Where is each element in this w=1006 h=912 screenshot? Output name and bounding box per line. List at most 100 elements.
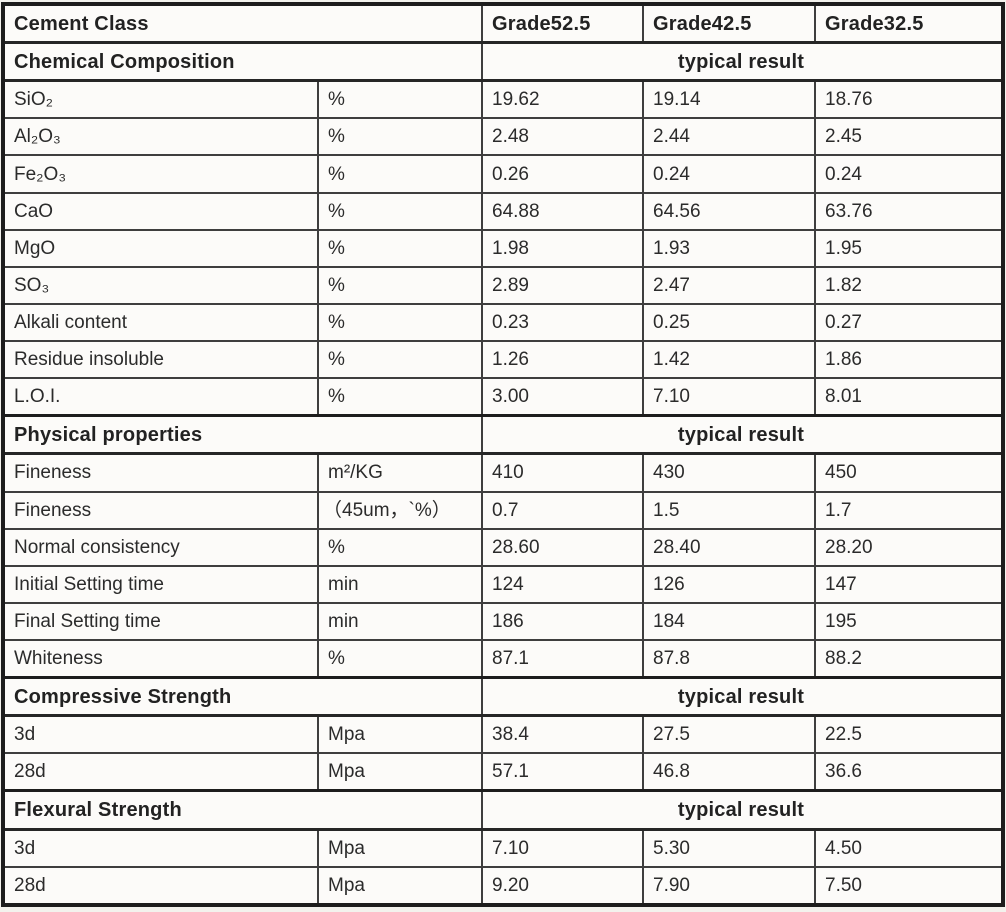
unit-cell: % (317, 302, 483, 343)
value-cell: 2.48 (481, 117, 644, 157)
property-name-cell: MgO (2, 228, 319, 268)
value-cell: 126 (642, 564, 816, 604)
unit-cell: % (317, 154, 483, 194)
value-cell: 1.95 (814, 228, 1004, 268)
value-cell: 1.82 (814, 265, 1004, 305)
unit-cell: % (317, 117, 483, 157)
data-row: Fineness m²/KG 410 430 450 (2, 452, 1004, 493)
grade-column-header: Grade42.5 (642, 2, 816, 45)
value-cell: 22.5 (814, 714, 1004, 755)
section-title-cell: Physical properties (2, 414, 483, 456)
value-cell: 5.30 (642, 828, 816, 868)
data-row: Final Setting time min 186 184 195 (2, 601, 1004, 641)
unit-cell: % (317, 377, 483, 417)
value-cell: 28.60 (481, 527, 644, 567)
value-cell: 0.25 (642, 302, 816, 343)
value-cell: 19.62 (481, 79, 644, 120)
unit-cell: Mpa (317, 828, 483, 868)
cement-class-header-cell: Cement Class (2, 2, 483, 45)
unit-cell: min (317, 601, 483, 641)
header-row: Cement Class Grade52.5 Grade42.5 Grade32… (2, 2, 1004, 45)
property-name-cell: Fineness (2, 452, 319, 493)
property-name-cell: SO₃ (2, 265, 319, 305)
value-cell: 2.47 (642, 265, 816, 305)
unit-cell: % (317, 527, 483, 567)
value-cell: 38.4 (481, 714, 644, 755)
property-name-cell: 3d (2, 714, 319, 755)
section-title-cell: Compressive Strength (2, 676, 483, 718)
value-cell: 1.5 (642, 490, 816, 530)
property-name-cell: Initial Setting time (2, 564, 319, 604)
grade-column-header: Grade32.5 (814, 2, 1004, 45)
value-cell: 0.26 (481, 154, 644, 194)
property-name-cell: Whiteness (2, 638, 319, 679)
data-row: 3d Mpa 38.4 27.5 22.5 (2, 714, 1004, 755)
unit-cell: Mpa (317, 865, 483, 907)
value-cell: 1.42 (642, 340, 816, 380)
value-cell: 2.89 (481, 265, 644, 305)
value-cell: 450 (814, 452, 1004, 493)
value-cell: 1.86 (814, 340, 1004, 380)
unit-cell: Mpa (317, 752, 483, 792)
data-row: 28d Mpa 9.20 7.90 7.50 (2, 865, 1004, 907)
section-title-cell: Flexural Strength (2, 789, 483, 831)
unit-cell: % (317, 79, 483, 120)
unit-cell: （45um，`%） (317, 490, 483, 530)
value-cell: 64.88 (481, 191, 644, 231)
unit-cell: % (317, 191, 483, 231)
value-cell: 28.20 (814, 527, 1004, 567)
property-name-cell: 28d (2, 752, 319, 792)
value-cell: 0.7 (481, 490, 644, 530)
value-cell: 63.76 (814, 191, 1004, 231)
section-title-cell: Chemical Composition (2, 41, 483, 83)
value-cell: 7.10 (481, 828, 644, 868)
data-row: 28d Mpa 57.1 46.8 36.6 (2, 752, 1004, 792)
property-name-cell: L.O.I. (2, 377, 319, 417)
value-cell: 0.27 (814, 302, 1004, 343)
property-name-cell: Normal consistency (2, 527, 319, 567)
data-row: SO₃% 2.89 2.47 1.82 (2, 265, 1004, 305)
value-cell: 2.45 (814, 117, 1004, 157)
value-cell: 18.76 (814, 79, 1004, 120)
value-cell: 147 (814, 564, 1004, 604)
data-row: L.O.I.% 3.00 7.10 8.01 (2, 377, 1004, 417)
data-row: Normal consistency% 28.60 28.40 28.20 (2, 527, 1004, 567)
value-cell: 0.23 (481, 302, 644, 343)
value-cell: 184 (642, 601, 816, 641)
grade-column-header: Grade52.5 (481, 2, 644, 45)
value-cell: 0.24 (814, 154, 1004, 194)
unit-cell: % (317, 265, 483, 305)
section-header-row: Chemical Composition typical result (2, 41, 1004, 83)
data-row: Initial Setting time min 124 126 147 (2, 564, 1004, 604)
value-cell: 1.7 (814, 490, 1004, 530)
section-header-row: Flexural Strength typical result (2, 789, 1004, 831)
value-cell: 186 (481, 601, 644, 641)
data-row: MgO% 1.98 1.93 1.95 (2, 228, 1004, 268)
data-row: Al₂O₃% 2.48 2.44 2.45 (2, 117, 1004, 157)
property-name-cell: Final Setting time (2, 601, 319, 641)
section-header-row: Compressive Strength typical result (2, 676, 1004, 718)
value-cell: 4.50 (814, 828, 1004, 868)
value-cell: 36.6 (814, 752, 1004, 792)
value-cell: 8.01 (814, 377, 1004, 417)
data-row: Residue insoluble% 1.26 1.42 1.86 (2, 340, 1004, 380)
unit-cell: % (317, 340, 483, 380)
value-cell: 2.44 (642, 117, 816, 157)
unit-cell: % (317, 638, 483, 679)
value-cell: 430 (642, 452, 816, 493)
value-cell: 87.1 (481, 638, 644, 679)
data-row: CaO% 64.88 64.56 63.76 (2, 191, 1004, 231)
typical-result-cell: typical result (481, 676, 1004, 718)
data-row: SiO₂% 19.62 19.14 18.76 (2, 79, 1004, 120)
property-name-cell: CaO (2, 191, 319, 231)
value-cell: 7.50 (814, 865, 1004, 907)
value-cell: 410 (481, 452, 644, 493)
property-name-cell: Alkali content (2, 302, 319, 343)
data-row: Fe₂O₃% 0.26 0.24 0.24 (2, 154, 1004, 194)
unit-cell: min (317, 564, 483, 604)
property-name-cell: Al₂O₃ (2, 117, 319, 157)
value-cell: 124 (481, 564, 644, 604)
value-cell: 7.10 (642, 377, 816, 417)
